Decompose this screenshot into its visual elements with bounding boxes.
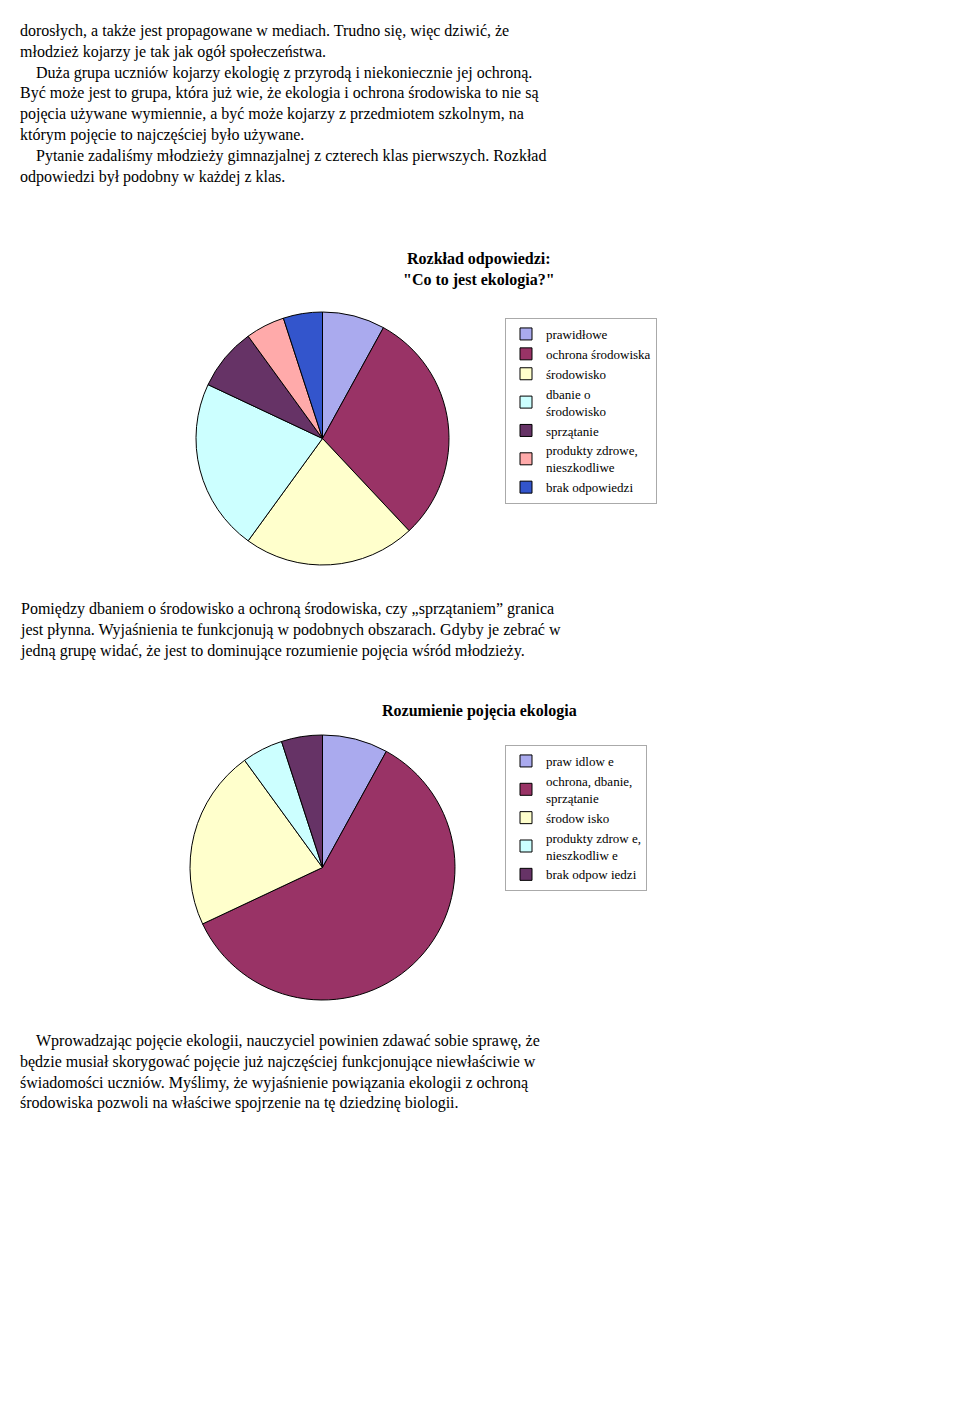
svg-text:Wprowadzając pojęcie ekologii,: Wprowadzając pojęcie ekologii, nauczycie… — [20, 1032, 540, 1112]
svg-text:brak odpow iedzi: brak odpow iedzi — [546, 867, 637, 882]
svg-text:Rozumienie pojęcia ekologia: Rozumienie pojęcia ekologia — [382, 702, 577, 720]
svg-text:produkty zdrow e,nieszkodliw e: produkty zdrow e,nieszkodliw e — [546, 831, 641, 863]
svg-text:produkty zdrowe,nieszkodliwe: produkty zdrowe,nieszkodliwe — [546, 443, 638, 475]
svg-text:Pomiędzy dbaniem o środowisko: Pomiędzy dbaniem o środowisko a ochroną … — [20, 600, 561, 660]
svg-text:ochrona, dbanie,sprzątanie: ochrona, dbanie,sprzątanie — [546, 774, 632, 806]
svg-text:środowisko: środowisko — [546, 367, 606, 382]
svg-text:sprzątanie: sprzątanie — [546, 424, 599, 439]
svg-text:praw idlow e: praw idlow e — [546, 754, 614, 769]
svg-text:brak odpowiedzi: brak odpowiedzi — [546, 480, 633, 495]
svg-text:dbanie ośrodowisko: dbanie ośrodowisko — [546, 387, 606, 419]
svg-text:dorosłych, a także jest propag: dorosłych, a także jest propagowane w me… — [20, 22, 546, 186]
svg-text:środow isko: środow isko — [546, 811, 609, 826]
svg-text:ochrona środowiska: ochrona środowiska — [546, 347, 651, 362]
svg-text:Rozkład odpowiedzi:"Co to jest: Rozkład odpowiedzi:"Co to jest ekologia?… — [403, 250, 555, 289]
svg-text:prawidłowe: prawidłowe — [546, 327, 608, 342]
